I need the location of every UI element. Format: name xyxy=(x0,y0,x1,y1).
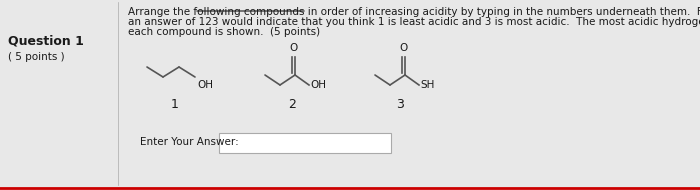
FancyBboxPatch shape xyxy=(0,0,118,190)
Text: 1: 1 xyxy=(171,98,179,111)
Text: 3: 3 xyxy=(396,98,404,111)
Text: OH: OH xyxy=(197,80,213,90)
Text: Question 1: Question 1 xyxy=(8,35,84,48)
Text: an answer of 123 would indicate that you think 1 is least acidic and 3 is most a: an answer of 123 would indicate that you… xyxy=(128,17,700,27)
Text: OH: OH xyxy=(310,80,326,90)
Text: O: O xyxy=(400,43,408,53)
Text: O: O xyxy=(290,43,298,53)
Text: ( 5 points ): ( 5 points ) xyxy=(8,52,64,62)
Text: 2: 2 xyxy=(288,98,296,111)
Text: each compound is shown.  (5 points): each compound is shown. (5 points) xyxy=(128,27,320,37)
Text: SH: SH xyxy=(420,80,435,90)
FancyBboxPatch shape xyxy=(219,133,391,153)
Text: Enter Your Answer:: Enter Your Answer: xyxy=(140,137,239,147)
Text: Arrange the following compounds in order of increasing acidity by typing in the : Arrange the following compounds in order… xyxy=(128,7,700,17)
